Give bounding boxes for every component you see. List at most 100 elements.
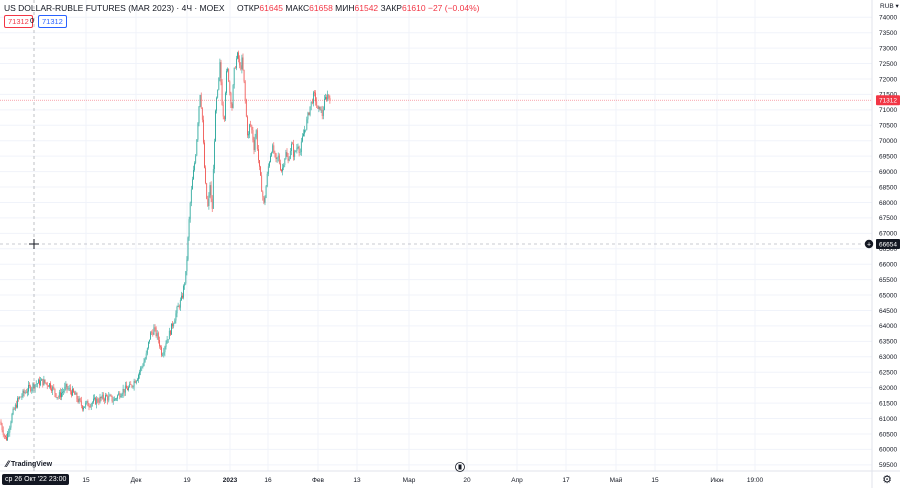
- candle-body: [211, 198, 213, 209]
- candle-body: [326, 97, 327, 100]
- candle-body: [75, 392, 77, 395]
- candle-body: [88, 406, 90, 407]
- time-tick-label: Дек: [131, 477, 142, 484]
- low-value: 61542: [354, 3, 379, 13]
- candle-body: [120, 396, 122, 398]
- candle-body: [50, 383, 51, 389]
- price-tick-label: 71000: [879, 107, 897, 114]
- candle-body: [167, 339, 169, 340]
- candle-body: [271, 152, 272, 156]
- candle-body: [161, 347, 162, 356]
- candle-body: [209, 185, 211, 196]
- candle-body: [230, 92, 232, 104]
- spread-value: 0: [30, 16, 35, 25]
- candle-body: [232, 85, 234, 108]
- candle-body: [225, 92, 226, 120]
- sell-price-box[interactable]: 71312: [4, 15, 33, 28]
- candle-body: [219, 62, 221, 78]
- time-tick-label: Мар: [403, 477, 416, 484]
- price-tick-label: 60500: [879, 431, 897, 438]
- candle-body: [210, 185, 212, 199]
- candle-body: [307, 112, 309, 120]
- candle-body: [314, 92, 315, 94]
- candle-body: [145, 353, 147, 359]
- candle-body: [20, 396, 22, 398]
- candle-body: [83, 407, 84, 410]
- scroll-to-realtime-icon: [455, 462, 465, 472]
- candle-body: [308, 112, 310, 115]
- candle-body: [195, 155, 197, 164]
- candle-body: [47, 385, 49, 387]
- candle-body: [109, 395, 111, 397]
- candle-body: [97, 398, 99, 402]
- change-value: −27 (−0.04%): [427, 3, 480, 13]
- candle-body: [198, 106, 200, 124]
- candle-body: [196, 139, 198, 156]
- candle-body: [111, 395, 113, 402]
- candle-body: [60, 392, 61, 398]
- candle-body: [261, 175, 263, 192]
- candle-body: [149, 339, 150, 342]
- candle-body: [84, 406, 85, 408]
- candle-body: [315, 92, 316, 102]
- time-tick-label: 16: [264, 477, 272, 484]
- candle-body: [74, 392, 76, 395]
- candle-body: [226, 71, 227, 93]
- candle-body: [163, 352, 165, 355]
- candle-body: [82, 405, 83, 410]
- price-tick-label: 69000: [879, 169, 897, 176]
- candle-body: [72, 388, 73, 396]
- candle-body: [204, 142, 205, 168]
- candle-body: [53, 386, 55, 389]
- time-tick-label: 13: [353, 477, 361, 484]
- candle-body: [193, 170, 194, 180]
- time-tick-label: 15: [651, 477, 659, 484]
- candle-body: [17, 398, 18, 408]
- candle-body: [275, 153, 277, 159]
- candle-body: [229, 81, 231, 93]
- candle-body: [270, 155, 271, 162]
- candle-body: [137, 379, 138, 381]
- candle-body: [297, 146, 299, 148]
- candle-body: [86, 401, 88, 403]
- candle-body: [112, 400, 114, 402]
- candle-body: [108, 395, 110, 401]
- candle-body: [165, 343, 167, 347]
- candle-body: [324, 99, 325, 110]
- candle-body: [11, 414, 13, 423]
- candle-body: [43, 379, 45, 386]
- candle-body: [192, 179, 193, 190]
- candle-body: [236, 58, 237, 69]
- symbol-title[interactable]: US DOLLAR-RUBLE FUTURES (MAR 2023) · 4Ч …: [4, 3, 225, 13]
- candle-body: [51, 388, 52, 391]
- crosshair-time-label: ср 26 Окт '22 23:00: [2, 474, 70, 485]
- gear-icon[interactable]: ⚙: [882, 474, 892, 486]
- candle-body: [40, 380, 41, 386]
- candle-body: [79, 398, 81, 401]
- candle-body: [306, 119, 308, 130]
- price-tick-label: 64500: [879, 308, 897, 315]
- tradingview-logo-icon: ⁄⁄: [6, 459, 10, 469]
- candle-body: [30, 385, 32, 391]
- candle-body: [201, 107, 203, 120]
- scroll-to-realtime-glyph: [458, 464, 462, 470]
- candle-body: [151, 332, 153, 334]
- add-alert-icon: [864, 239, 874, 249]
- candle-body: [255, 130, 257, 138]
- candle-body: [281, 169, 282, 172]
- candle-body: [67, 388, 69, 390]
- candle-body: [300, 141, 302, 153]
- candle-body: [228, 68, 230, 82]
- candle-body: [249, 124, 250, 135]
- candle-body: [273, 145, 275, 153]
- candle-body: [73, 388, 74, 393]
- candle-body: [146, 347, 148, 354]
- candle-body: [139, 371, 140, 375]
- candle-body: [54, 388, 56, 394]
- tradingview-logo[interactable]: ⁄⁄ TradingView: [6, 459, 52, 469]
- high-label: МАКС: [285, 3, 310, 13]
- candle-body: [13, 408, 15, 410]
- candle-body: [35, 384, 37, 385]
- buy-price-box[interactable]: 71312: [38, 15, 67, 28]
